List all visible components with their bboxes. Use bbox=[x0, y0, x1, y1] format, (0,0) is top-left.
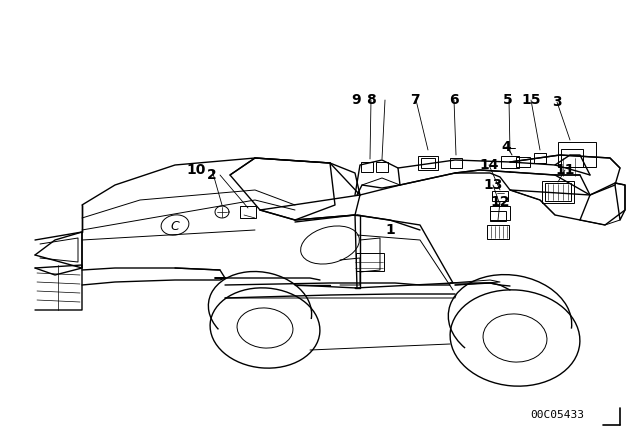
Text: 2: 2 bbox=[207, 168, 217, 182]
Text: 11: 11 bbox=[556, 163, 575, 177]
Bar bbox=[542, 181, 574, 203]
Bar bbox=[534, 153, 546, 163]
Text: 7: 7 bbox=[410, 93, 420, 107]
Bar bbox=[418, 156, 438, 170]
Text: 12: 12 bbox=[490, 195, 509, 209]
Bar bbox=[490, 206, 510, 220]
Bar bbox=[492, 191, 508, 201]
Text: 8: 8 bbox=[366, 93, 376, 107]
Text: 9: 9 bbox=[351, 93, 361, 107]
Text: 3: 3 bbox=[552, 95, 562, 109]
Text: 1: 1 bbox=[385, 223, 395, 237]
Bar bbox=[558, 142, 596, 168]
Bar bbox=[561, 149, 583, 167]
Text: 14: 14 bbox=[479, 158, 499, 172]
Text: C: C bbox=[171, 220, 179, 233]
Text: 6: 6 bbox=[449, 93, 459, 107]
Text: 15: 15 bbox=[521, 93, 541, 107]
Text: 10: 10 bbox=[186, 163, 205, 177]
Bar bbox=[487, 225, 509, 239]
Bar bbox=[516, 157, 530, 167]
Text: 4: 4 bbox=[501, 140, 511, 154]
Bar bbox=[421, 158, 435, 168]
Bar bbox=[501, 156, 519, 168]
Text: 13: 13 bbox=[483, 178, 502, 192]
Bar bbox=[361, 162, 373, 172]
Bar bbox=[356, 253, 384, 271]
Text: 00C05433: 00C05433 bbox=[530, 410, 584, 420]
Bar bbox=[490, 211, 506, 221]
Bar bbox=[240, 206, 256, 218]
Bar bbox=[450, 158, 462, 168]
Bar bbox=[376, 162, 388, 172]
Text: 5: 5 bbox=[503, 93, 513, 107]
Bar bbox=[545, 183, 571, 201]
